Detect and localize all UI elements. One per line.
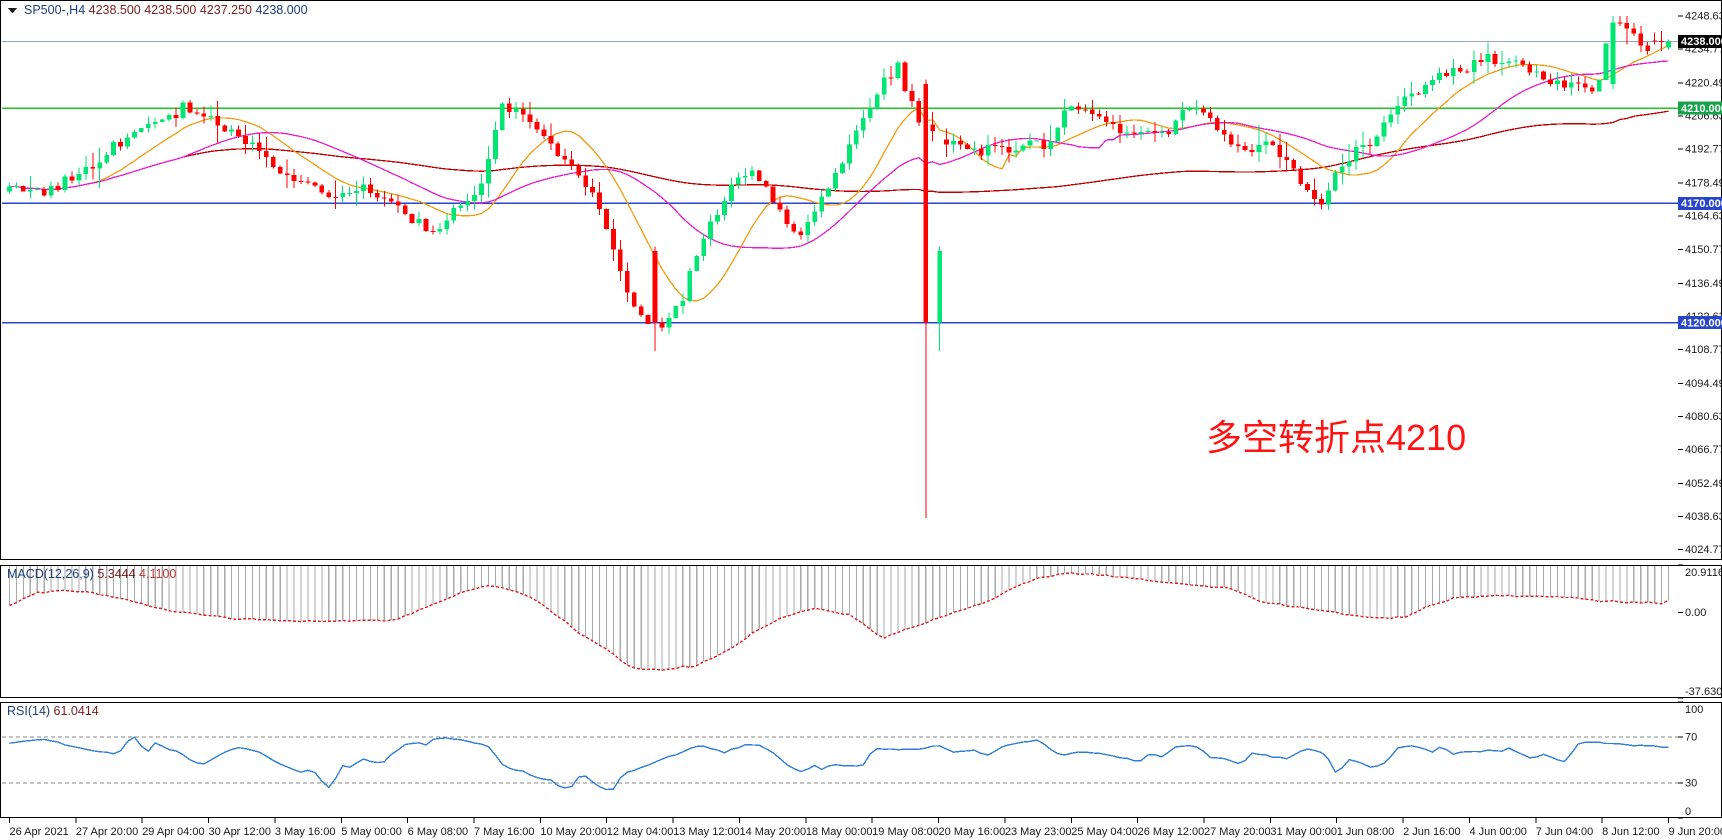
svg-text:26 Apr 2021: 26 Apr 2021 <box>9 826 68 838</box>
svg-text:4192.770: 4192.770 <box>1685 144 1722 156</box>
svg-text:4178.490: 4178.490 <box>1685 178 1722 190</box>
svg-text:4094.490: 4094.490 <box>1685 378 1722 390</box>
svg-text:MACD(12,26,9) 5.3444 4.1100: MACD(12,26,9) 5.3444 4.1100 <box>7 567 176 581</box>
svg-text:4108.770: 4108.770 <box>1685 344 1722 356</box>
svg-text:4248.630: 4248.630 <box>1685 10 1722 22</box>
svg-text:18 May 00:00: 18 May 00:00 <box>806 826 873 838</box>
svg-text:4 Jun 00:00: 4 Jun 00:00 <box>1469 826 1527 838</box>
svg-text:30 Apr 12:00: 30 Apr 12:00 <box>209 826 271 838</box>
svg-text:27 May 20:00: 27 May 20:00 <box>1204 826 1271 838</box>
svg-text:-37.6302: -37.6302 <box>1685 686 1722 698</box>
svg-text:7 Jun 04:00: 7 Jun 04:00 <box>1536 826 1594 838</box>
svg-text:4210.000: 4210.000 <box>1681 103 1722 115</box>
svg-text:29 Apr 04:00: 29 Apr 04:00 <box>142 826 204 838</box>
svg-text:20.9116: 20.9116 <box>1685 567 1722 579</box>
svg-text:26 May 12:00: 26 May 12:00 <box>1138 826 1205 838</box>
svg-text:4066.770: 4066.770 <box>1685 444 1722 456</box>
svg-text:4080.630: 4080.630 <box>1685 411 1722 423</box>
svg-text:4136.490: 4136.490 <box>1685 278 1722 290</box>
svg-text:4024.770: 4024.770 <box>1685 544 1722 556</box>
svg-text:7 May 16:00: 7 May 16:00 <box>474 826 535 838</box>
svg-text:27 Apr 20:00: 27 Apr 20:00 <box>76 826 138 838</box>
svg-text:23 May 23:00: 23 May 23:00 <box>1005 826 1072 838</box>
svg-text:4150.770: 4150.770 <box>1685 244 1722 256</box>
svg-text:多空转折点4210: 多空转折点4210 <box>1206 417 1466 458</box>
svg-text:31 May 00:00: 31 May 00:00 <box>1270 826 1337 838</box>
svg-text:RSI(14) 61.0414: RSI(14) 61.0414 <box>7 704 99 718</box>
svg-text:0.00: 0.00 <box>1685 607 1706 619</box>
svg-text:12 May 04:00: 12 May 04:00 <box>607 826 674 838</box>
svg-text:9 Jun 20:00: 9 Jun 20:00 <box>1669 826 1722 838</box>
svg-text:SP500-,H4 4238.500 4238.500 4: SP500-,H4 4238.500 4238.500 4237.250 423… <box>24 3 308 17</box>
svg-text:2 Jun 16:00: 2 Jun 16:00 <box>1403 826 1461 838</box>
svg-text:14 May 20:00: 14 May 20:00 <box>739 826 806 838</box>
svg-text:8 Jun 12:00: 8 Jun 12:00 <box>1602 826 1660 838</box>
svg-text:30: 30 <box>1685 778 1697 790</box>
svg-text:4238.000: 4238.000 <box>1681 36 1722 48</box>
svg-text:4220.490: 4220.490 <box>1685 78 1722 90</box>
svg-text:4052.490: 4052.490 <box>1685 478 1722 490</box>
svg-text:3 May 16:00: 3 May 16:00 <box>275 826 336 838</box>
svg-text:4164.630: 4164.630 <box>1685 211 1722 223</box>
svg-text:25 May 04:00: 25 May 04:00 <box>1071 826 1138 838</box>
svg-text:4120.000: 4120.000 <box>1681 317 1722 329</box>
svg-text:20 May 16:00: 20 May 16:00 <box>939 826 1006 838</box>
svg-text:0: 0 <box>1685 806 1691 818</box>
svg-text:100: 100 <box>1685 704 1703 716</box>
svg-text:4038.630: 4038.630 <box>1685 511 1722 523</box>
svg-text:19 May 08:00: 19 May 08:00 <box>872 826 939 838</box>
svg-text:13 May 12:00: 13 May 12:00 <box>673 826 740 838</box>
svg-text:1 Jun 08:00: 1 Jun 08:00 <box>1337 826 1395 838</box>
svg-text:4170.000: 4170.000 <box>1681 198 1722 210</box>
svg-text:5 May 00:00: 5 May 00:00 <box>341 826 402 838</box>
svg-text:70: 70 <box>1685 731 1697 743</box>
svg-text:6 May 08:00: 6 May 08:00 <box>408 826 469 838</box>
svg-text:10 May 20:00: 10 May 20:00 <box>540 826 607 838</box>
